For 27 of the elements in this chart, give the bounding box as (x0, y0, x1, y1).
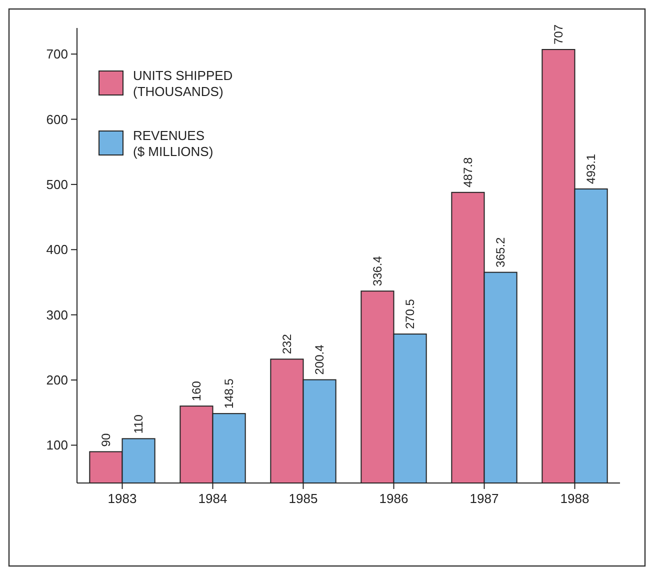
x-tick-label: 1983 (108, 491, 137, 506)
x-tick-label: 1986 (379, 491, 408, 506)
legend-label: UNITS SHIPPED (THOUSANDS) (133, 68, 233, 99)
data-label: 493.1 (584, 154, 598, 184)
data-label: 232 (280, 334, 294, 354)
y-tick-label: 200 (46, 372, 68, 388)
y-tick-label: 300 (46, 307, 68, 322)
x-tick-label: 1984 (198, 491, 228, 506)
data-label: 90 (98, 433, 113, 447)
x-tick-label: 1985 (288, 491, 318, 506)
legend-label: REVENUES ($ MILLIONS) (133, 128, 214, 159)
x-tick-label: 1988 (560, 491, 590, 506)
data-label: 160 (189, 380, 204, 402)
data-label: 707 (551, 24, 566, 45)
y-tick-label: 600 (46, 112, 68, 127)
data-label: 148.5 (222, 378, 236, 409)
y-tick-label: 400 (46, 242, 68, 258)
data-label: 365.2 (494, 236, 508, 268)
data-label: 110 (132, 414, 146, 434)
data-label: 336.4 (370, 256, 384, 286)
x-tick-label: 1987 (470, 491, 499, 506)
y-tick-label: 700 (46, 46, 68, 62)
y-tick-label: 500 (46, 176, 68, 192)
data-label: 487.8 (460, 157, 475, 188)
y-tick-label: 100 (46, 438, 68, 453)
data-label: 200.4 (312, 344, 327, 375)
data-label: 270.5 (403, 298, 418, 330)
